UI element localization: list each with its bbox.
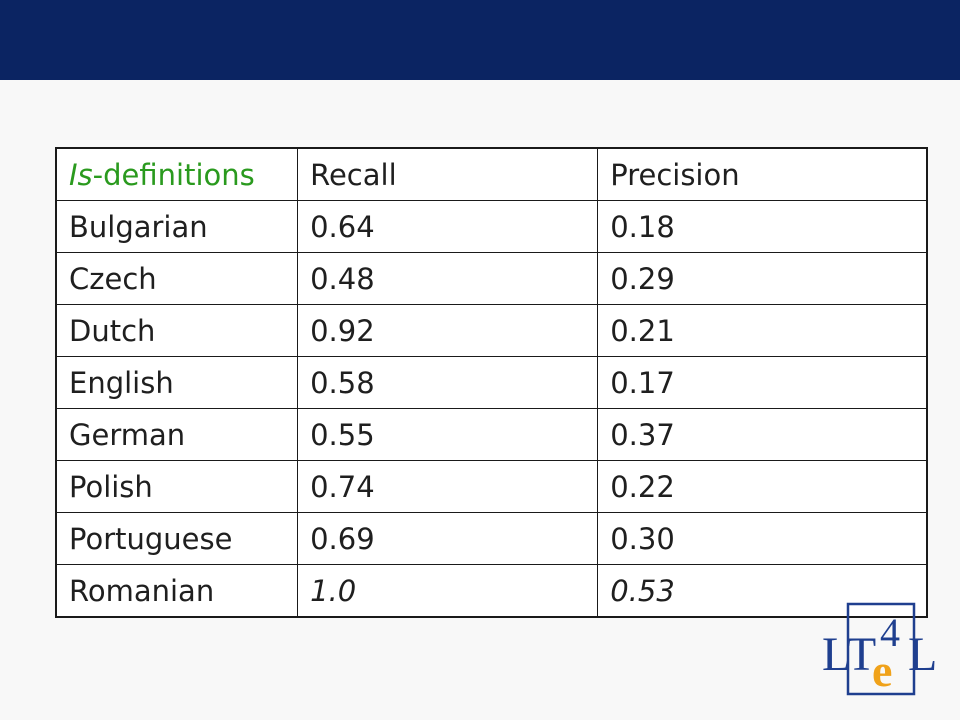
- header-definitions-label: Is-definitions: [69, 158, 255, 192]
- header-cell-definitions: Is-definitions: [55, 147, 299, 201]
- logo-frame: [846, 602, 916, 696]
- precision-cell: 0.21: [597, 304, 928, 357]
- precision-cell: 0.37: [597, 408, 928, 461]
- language-cell: Romanian: [55, 564, 299, 618]
- table-row: Czech 0.48 0.29: [55, 252, 928, 305]
- table-row: Dutch 0.92 0.21: [55, 304, 928, 357]
- table-row: Romanian 1.0 0.53: [55, 564, 928, 618]
- header-cell-recall: Recall: [297, 147, 599, 201]
- header-is-italic: Is: [69, 157, 93, 192]
- recall-cell: 0.64: [297, 200, 599, 253]
- recall-cell: 1.0: [297, 564, 599, 618]
- table-row: English 0.58 0.17: [55, 356, 928, 409]
- results-table-body: Is-definitions Recall Precision Bulgaria…: [55, 147, 928, 618]
- language-cell: Portuguese: [55, 512, 299, 565]
- language-cell: Dutch: [55, 304, 299, 357]
- language-cell: German: [55, 408, 299, 461]
- table-row: German 0.55 0.37: [55, 408, 928, 461]
- header-definitions-rest: -definitions: [92, 157, 255, 192]
- language-cell: Bulgarian: [55, 200, 299, 253]
- recall-cell: 0.74: [297, 460, 599, 513]
- precision-cell: 0.22: [597, 460, 928, 513]
- precision-cell: 0.17: [597, 356, 928, 409]
- recall-cell: 0.55: [297, 408, 599, 461]
- lt4el-logo: LT 4 L e: [822, 602, 937, 696]
- top-banner: [0, 0, 960, 80]
- recall-cell: 0.58: [297, 356, 599, 409]
- precision-cell: 0.53: [597, 564, 928, 618]
- table-row: Portuguese 0.69 0.30: [55, 512, 928, 565]
- table-row: Polish 0.74 0.22: [55, 460, 928, 513]
- language-cell: Polish: [55, 460, 299, 513]
- precision-cell: 0.30: [597, 512, 928, 565]
- recall-cell: 0.92: [297, 304, 599, 357]
- logo-four-text: 4: [880, 610, 900, 655]
- results-table: Is-definitions Recall Precision Bulgaria…: [55, 147, 928, 618]
- logo-e-text: e: [872, 645, 892, 696]
- logo-l-text: L: [908, 628, 937, 681]
- recall-cell: 0.48: [297, 252, 599, 305]
- precision-cell: 0.18: [597, 200, 928, 253]
- language-cell: English: [55, 356, 299, 409]
- table-header-row: Is-definitions Recall Precision: [55, 147, 928, 201]
- header-cell-precision: Precision: [597, 147, 928, 201]
- table-row: Bulgarian 0.64 0.18: [55, 200, 928, 253]
- language-cell: Czech: [55, 252, 299, 305]
- precision-cell: 0.29: [597, 252, 928, 305]
- logo-lt-text: LT: [822, 628, 876, 681]
- recall-cell: 0.69: [297, 512, 599, 565]
